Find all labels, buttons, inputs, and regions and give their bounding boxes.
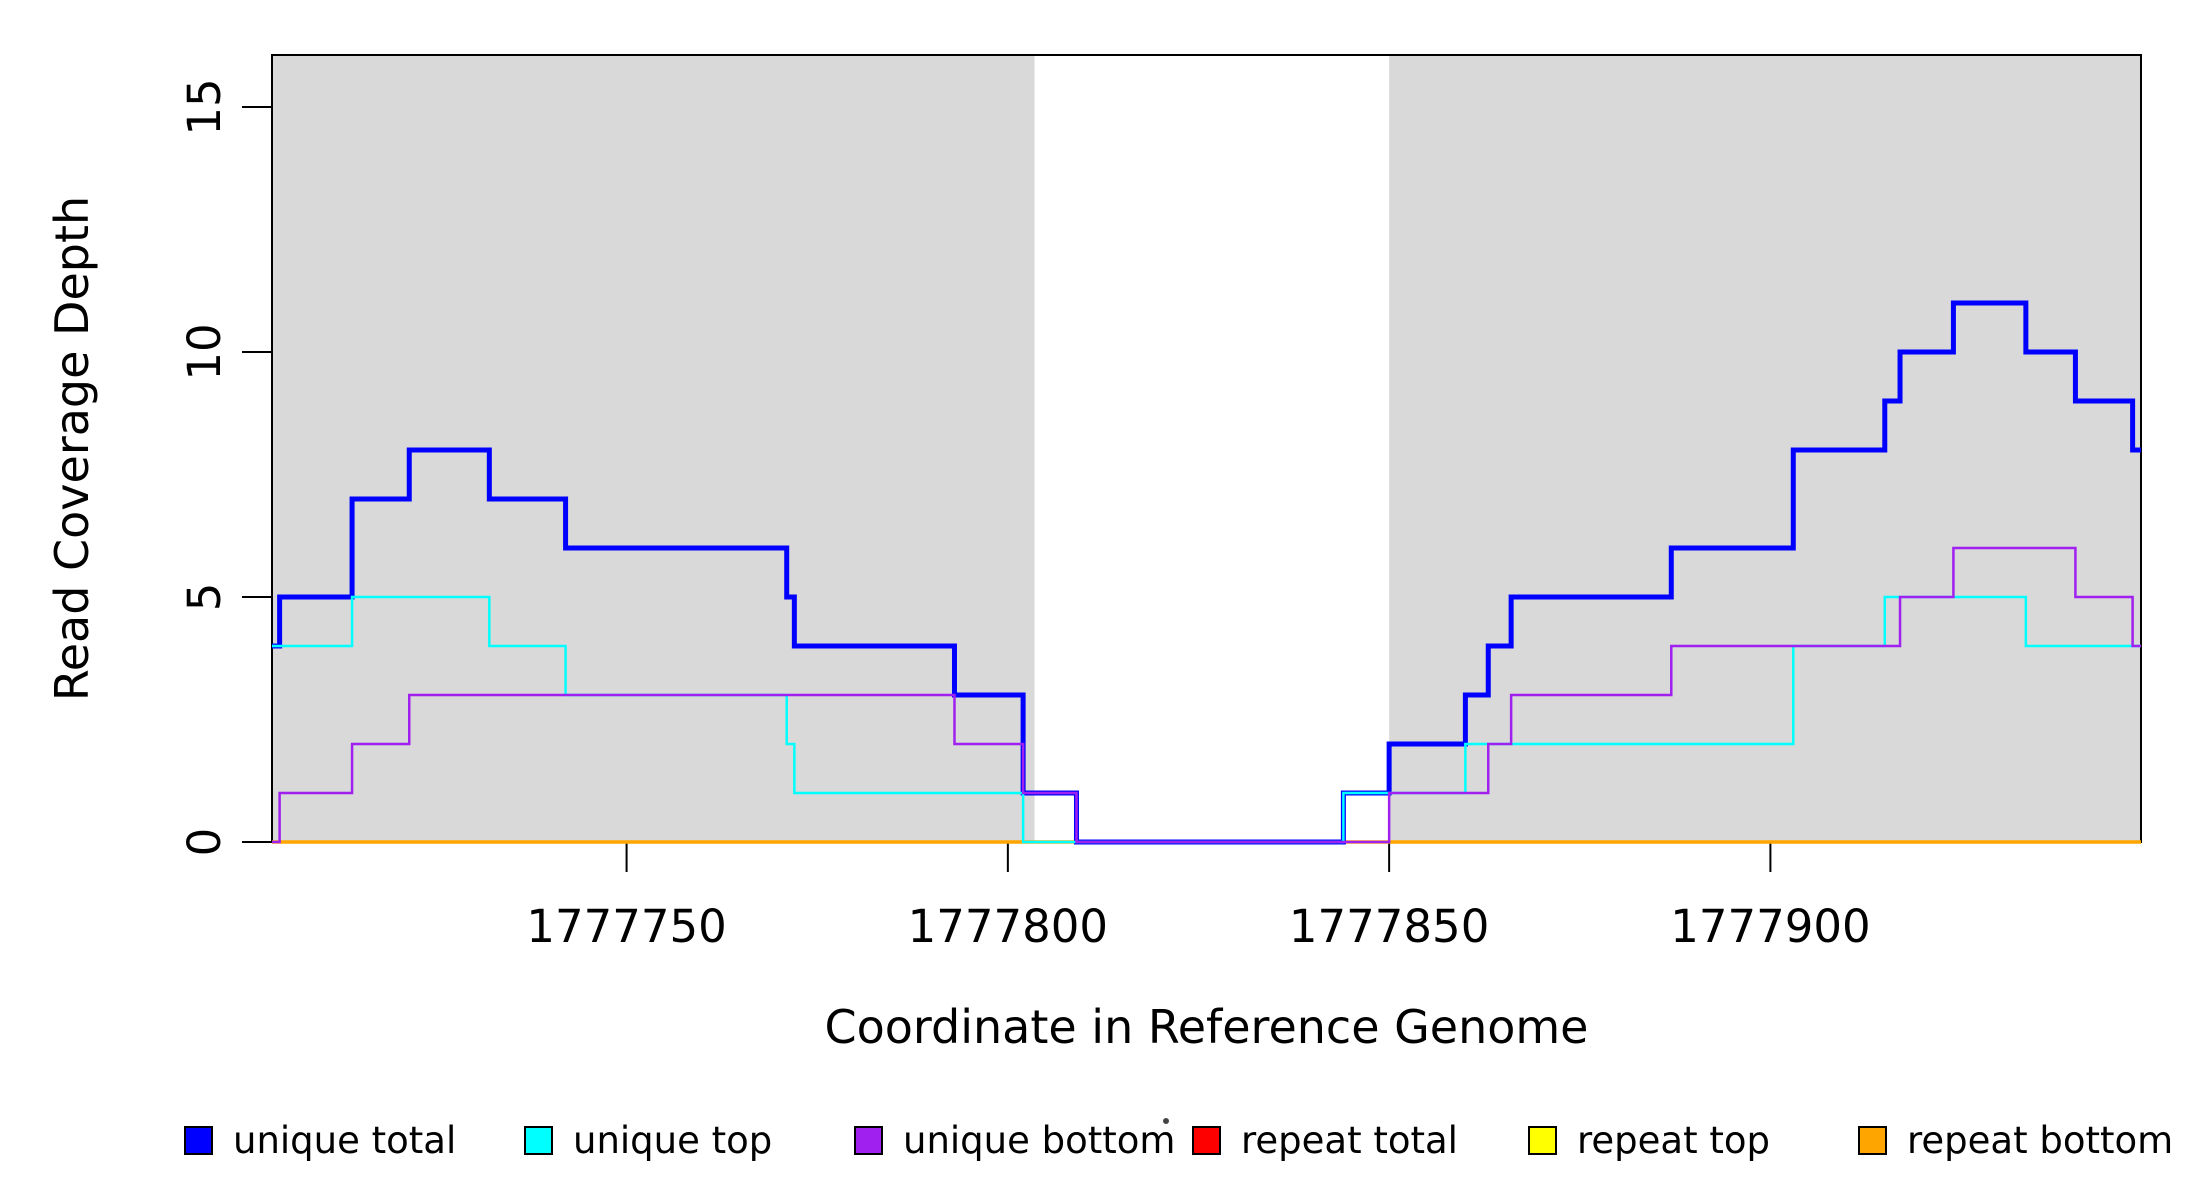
series-unique-bottom xyxy=(272,546,2141,844)
legend-label-unique-total: unique total xyxy=(233,1119,456,1162)
shaded-unique-region xyxy=(272,55,1035,842)
legend-swatch-unique-bottom xyxy=(854,1126,883,1155)
x-axis-tick-label: 1777850 xyxy=(1289,900,1489,953)
legend-swatch-repeat-bottom xyxy=(1858,1126,1887,1155)
x-axis-tick-label: 1777750 xyxy=(526,900,726,953)
y-axis-tick-label: 15 xyxy=(178,78,231,135)
legend-swatch-repeat-top xyxy=(1528,1126,1557,1155)
y-axis-tick-label: 0 xyxy=(178,828,231,857)
x-axis-title: Coordinate in Reference Genome xyxy=(825,1000,1589,1054)
legend-label-unique-bottom: unique bottom xyxy=(903,1119,1175,1162)
legend-label-unique-top: unique top xyxy=(573,1119,772,1162)
shaded-unique-region xyxy=(1389,55,2141,842)
legend-label-repeat-bottom: repeat bottom xyxy=(1907,1119,2173,1162)
x-axis-tick-label: 1777800 xyxy=(908,900,1108,953)
series-unique-top xyxy=(272,595,2141,844)
legend: unique total unique top unique bottom repea… xyxy=(184,1119,2173,1162)
legend-swatch-unique-top xyxy=(524,1126,553,1155)
x-axis-tick-label: 1777900 xyxy=(1670,900,1870,953)
series-unique-total xyxy=(272,300,2141,845)
legend-label-repeat-top: repeat top xyxy=(1577,1119,1770,1162)
y-axis-tick-label: 10 xyxy=(178,323,231,380)
legend-label-repeat-total: repeat total xyxy=(1241,1119,1458,1162)
y-axis-title: Read Coverage Depth xyxy=(45,196,99,701)
stray-dot-artifact xyxy=(1163,1118,1169,1124)
y-axis-tick-label: 5 xyxy=(178,583,231,612)
legend-swatch-repeat-total xyxy=(1192,1126,1221,1155)
legend-swatch-unique-total xyxy=(184,1126,213,1155)
